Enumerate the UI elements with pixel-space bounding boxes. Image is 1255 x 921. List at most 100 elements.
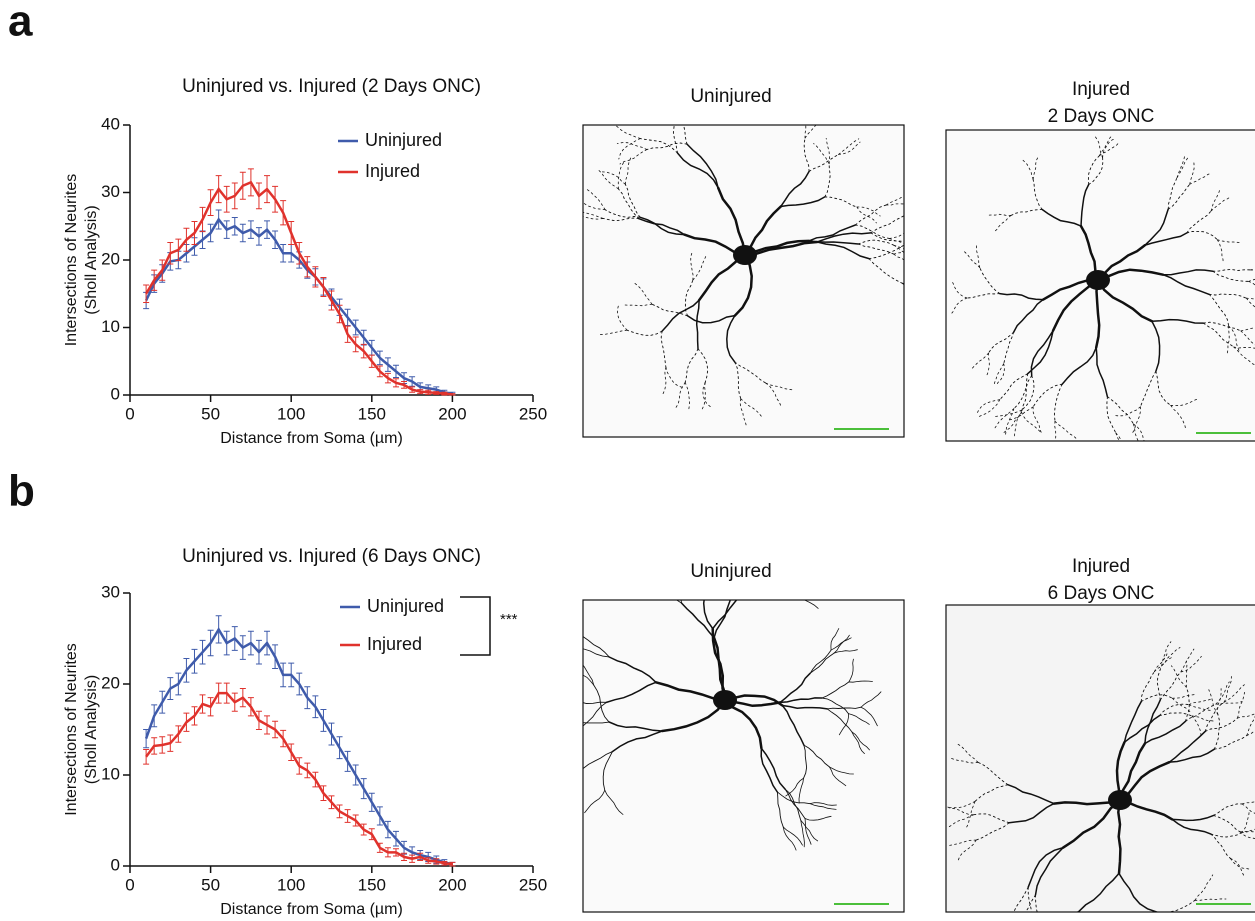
neurite [907,198,933,214]
neurite [1053,383,1063,422]
y-tick-label: 20 [101,673,120,692]
neurite [1117,798,1122,875]
neurite [548,731,578,732]
neurite [824,163,831,198]
neurite [626,329,663,336]
neurite [998,292,1044,301]
neurite [1171,818,1212,835]
neurite [1115,432,1121,441]
neurite [979,267,1001,295]
x-tick-label: 50 [201,404,220,423]
neurite [1013,373,1029,410]
x-tick-label: 100 [277,875,305,894]
neurite [703,505,706,536]
neurite [993,214,1012,233]
neurite [1176,155,1190,178]
neurite [1191,715,1217,722]
neurite [803,744,830,768]
neurite [554,620,571,645]
neurite [1021,158,1034,180]
neurite [856,206,881,217]
neuron [946,641,1255,912]
neurite [816,241,870,260]
neurite [901,282,904,286]
neurite [1032,178,1043,210]
neurite [809,802,837,806]
neurite [851,731,870,751]
neurite [584,789,606,814]
neurite [1035,894,1038,912]
neurite [549,629,579,631]
neurite [809,652,835,674]
neurite [684,348,699,383]
neurite [711,600,738,630]
neurite [780,170,810,208]
x-axis-label: Distance from Soma (µm) [220,430,403,447]
neurite [947,801,976,809]
neurite [619,149,648,165]
neurite [1133,423,1139,441]
neurite [542,644,571,648]
neurite [1188,704,1214,711]
neurite [1223,684,1245,703]
neurite [1140,671,1155,702]
neurite [720,533,725,559]
neurite [868,244,904,260]
neurite [1140,694,1173,702]
neurite [854,204,887,226]
legend-label: Injured [365,161,420,181]
neurite [910,241,940,249]
x-tick-label: 250 [519,875,547,894]
neurite [1213,803,1243,816]
neurite [993,409,1023,418]
neurite [1096,278,1154,323]
neurite [957,839,977,862]
neurite [539,719,569,723]
legend-label: Uninjured [367,596,444,616]
neurite [800,820,805,848]
neurite [781,704,805,746]
image-title: Injured [1072,556,1130,577]
legend-label: Injured [367,634,422,654]
neurite [1034,846,1064,896]
panel-label: a [8,0,33,46]
y-axis-label: (Sholl Analysis) [83,675,100,784]
neurite [740,398,763,418]
neurite [677,544,687,569]
neurite [661,299,700,332]
neurite [1102,138,1116,158]
neurite [608,721,663,732]
soma [713,690,737,710]
neurite [870,232,904,242]
neurite [638,217,686,236]
neurite [1194,874,1214,901]
neurite [1213,735,1248,750]
soma [1086,270,1110,290]
neurite [1041,208,1082,227]
neurite [583,664,595,686]
neurite [1170,405,1187,431]
neurite [1094,134,1103,158]
neurite [948,814,974,828]
neurite [1155,899,1196,912]
neurite [1210,833,1231,859]
neurite [829,766,854,775]
neurite [889,232,904,239]
neurite [825,138,831,165]
neurite [1032,155,1039,180]
neurite [602,751,613,791]
neurite [1240,327,1255,332]
neurite [568,773,578,802]
neurite [995,363,1005,387]
neurite [1155,370,1172,406]
neurite [782,826,803,846]
neurite [739,398,747,427]
neuron [583,125,940,430]
neurite [1139,370,1157,408]
neurite [605,681,657,704]
neurite [1171,665,1187,688]
neurite [1026,329,1054,375]
neuron [949,134,1255,441]
neurite [1159,703,1190,717]
